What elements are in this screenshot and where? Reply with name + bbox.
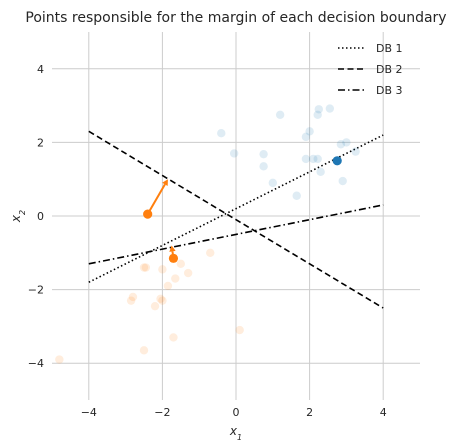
line-layer bbox=[88, 130, 384, 309]
faded-point bbox=[313, 154, 322, 164]
x-tick-label: 0 bbox=[233, 406, 240, 419]
margin-arrow-head bbox=[169, 245, 176, 252]
faded-point bbox=[342, 138, 351, 147]
faded-point bbox=[176, 259, 185, 269]
faded-point bbox=[139, 346, 149, 355]
y-tick-label: −4 bbox=[28, 357, 44, 370]
margin-arrow-shaft bbox=[171, 251, 175, 259]
legend-label: DB 2 bbox=[376, 63, 403, 76]
y-axis-label: x2 bbox=[9, 210, 27, 223]
faded-point bbox=[305, 127, 314, 136]
faded-point bbox=[171, 274, 180, 283]
legend-label: DB 3 bbox=[376, 84, 403, 97]
faded-point bbox=[336, 140, 346, 149]
faded-point bbox=[338, 176, 347, 186]
chart-title: Points responsible for the margin of eac… bbox=[25, 10, 446, 26]
y-tick-label: 0 bbox=[37, 210, 44, 223]
faded-point bbox=[314, 105, 323, 114]
faded-point bbox=[169, 333, 178, 342]
y-tick-label: −2 bbox=[28, 284, 44, 297]
faded-point bbox=[141, 263, 151, 272]
tick-layer: −4 −2 0 2 4 −4 −2 0 2 4 bbox=[28, 63, 387, 419]
x-tick-label: 4 bbox=[380, 406, 387, 419]
boundary-line bbox=[88, 130, 384, 309]
faded-point bbox=[158, 265, 167, 274]
faded-point bbox=[292, 191, 301, 200]
legend-label: DB 1 bbox=[376, 42, 403, 55]
faded-point bbox=[301, 132, 311, 142]
faded-point bbox=[309, 154, 318, 164]
point-layer bbox=[55, 104, 360, 364]
faded-point bbox=[158, 296, 167, 305]
faded-point bbox=[128, 292, 138, 302]
faded-point bbox=[316, 167, 325, 177]
x-tick-label: 2 bbox=[306, 406, 313, 419]
faded-point bbox=[55, 355, 64, 364]
y-tick-label: 4 bbox=[37, 63, 44, 76]
faded-point bbox=[156, 294, 165, 303]
faded-point bbox=[268, 178, 277, 188]
margin-arrow-head bbox=[162, 179, 168, 186]
faded-point bbox=[217, 129, 226, 138]
faded-point bbox=[325, 104, 335, 113]
margin-arrow-shaft bbox=[146, 183, 166, 215]
faded-point bbox=[313, 110, 322, 120]
faded-point bbox=[229, 149, 239, 158]
faded-point bbox=[183, 268, 193, 278]
faded-point bbox=[301, 154, 311, 164]
faded-point bbox=[139, 263, 149, 272]
faded-point bbox=[235, 325, 244, 335]
arrow-layer bbox=[146, 179, 176, 259]
boundary-line bbox=[88, 134, 384, 283]
faded-point bbox=[275, 110, 285, 120]
x-tick-label: −2 bbox=[154, 406, 170, 419]
x-tick-label: −4 bbox=[81, 406, 97, 419]
x-axis-label: x1 bbox=[229, 424, 242, 442]
boundary-line bbox=[88, 204, 384, 265]
faded-point bbox=[351, 147, 360, 156]
faded-point bbox=[259, 162, 268, 171]
faded-point bbox=[163, 281, 173, 291]
faded-point bbox=[206, 248, 215, 257]
faded-point bbox=[259, 149, 268, 159]
faded-point bbox=[150, 301, 160, 311]
legend: DB 1 DB 2 DB 3 bbox=[338, 42, 403, 97]
y-tick-label: 2 bbox=[37, 136, 44, 149]
faded-point bbox=[126, 296, 136, 305]
support-point bbox=[332, 156, 342, 166]
